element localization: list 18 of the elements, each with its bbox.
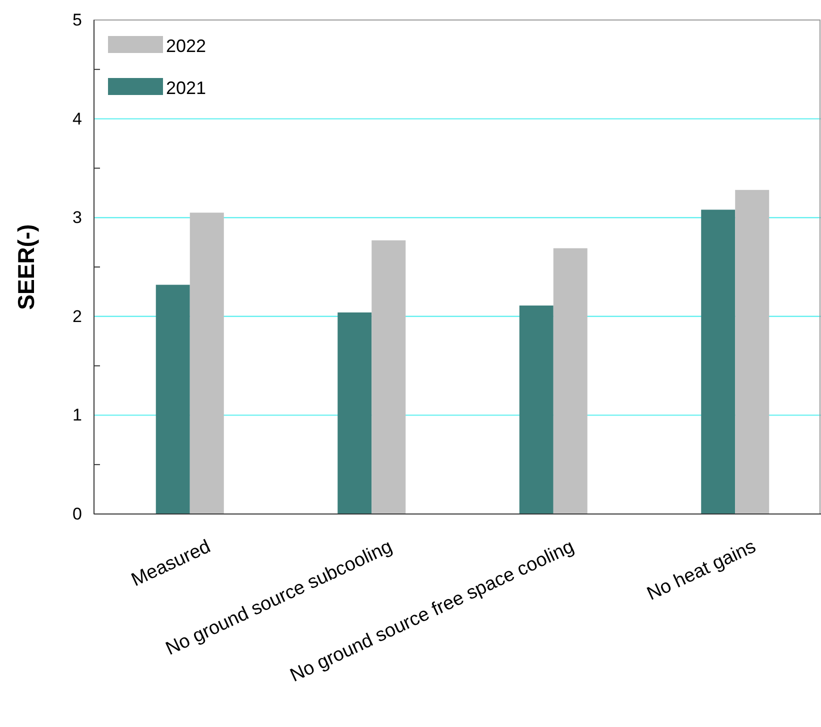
y-tick-label: 5 <box>72 10 82 30</box>
bar <box>190 212 224 514</box>
y-axis-title: SEER(-) <box>13 224 39 310</box>
bar <box>553 248 588 514</box>
y-tick-label: 3 <box>72 208 82 228</box>
bar <box>338 312 372 514</box>
legend-label: 2021 <box>166 78 206 98</box>
y-tick-label: 4 <box>72 109 82 128</box>
bar <box>156 284 190 514</box>
y-tick-label: 2 <box>72 306 82 326</box>
legend-label: 2022 <box>166 36 206 56</box>
bar <box>701 210 736 514</box>
bar <box>519 306 554 514</box>
x-tick-label: No heat gains <box>644 536 760 605</box>
bar <box>372 240 406 514</box>
bar <box>735 190 770 514</box>
y-tick-label: 0 <box>72 504 82 524</box>
y-tick-label: 1 <box>72 406 82 425</box>
